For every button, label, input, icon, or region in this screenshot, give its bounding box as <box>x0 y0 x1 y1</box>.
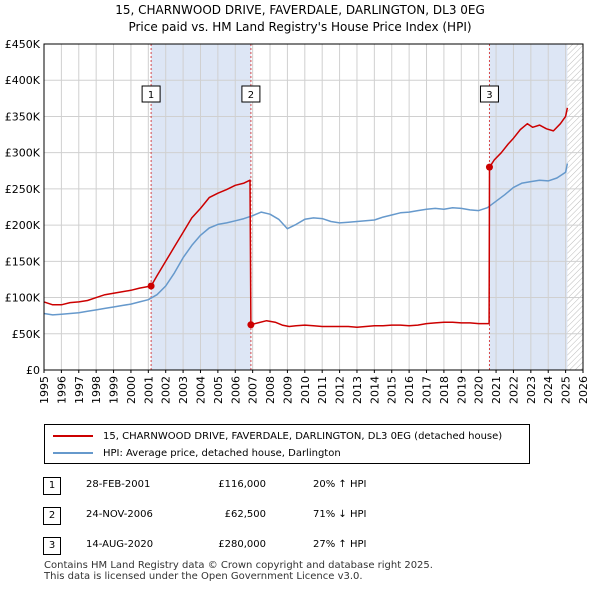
y-tick-label: £150K <box>5 255 41 268</box>
x-tick-label: 1999 <box>108 376 121 404</box>
x-tick-label: 2000 <box>125 376 138 404</box>
legend-label-property: 15, CHARNWOOD DRIVE, FAVERDALE, DARLINGT… <box>103 430 503 442</box>
sale-number-box: 3 <box>479 85 499 103</box>
footer-copyright: Contains HM Land Registry data © Crown c… <box>44 560 433 571</box>
sale-date: 28-FEB-2001 <box>86 479 151 490</box>
table-row: 3 14-AUG-2020 £280,000 27% ↑ HPI <box>0 537 600 555</box>
sale-number-box-frame <box>479 85 499 103</box>
legend-label-hpi: HPI: Average price, detached house, Darl… <box>103 447 341 459</box>
shaded-period <box>489 44 568 370</box>
legend: 15, CHARNWOOD DRIVE, FAVERDALE, DARLINGT… <box>44 424 530 464</box>
y-tick-label: £50K <box>12 328 41 341</box>
y-tick-label: £100K <box>5 292 41 305</box>
x-tick-label: 2026 <box>577 376 590 404</box>
sale-marker-box: 3 <box>43 537 61 555</box>
y-tick-label: £400K <box>5 74 41 87</box>
sale-price: £62,500 <box>224 509 266 520</box>
sale-points <box>147 163 493 329</box>
x-tick-label: 2024 <box>542 376 555 404</box>
y-tick-label: £350K <box>5 110 41 123</box>
sale-hpi-change: 20% ↑ HPI <box>313 479 367 490</box>
legend-item-hpi: HPI: Average price, detached house, Darl… <box>53 445 341 461</box>
sale-number-label: 3 <box>486 90 492 101</box>
y-tick-label: £0 <box>26 364 40 377</box>
sale-price: £280,000 <box>218 539 266 550</box>
sale-number-box-frame <box>141 85 161 103</box>
x-tick-label: 2010 <box>299 376 312 404</box>
x-tick-label: 2001 <box>142 376 155 404</box>
legend-swatch-red <box>53 435 93 437</box>
axes: £0 £50K £100K £150K £200K £250K £300K £350K £400… <box>5 38 590 404</box>
sale-date: 24-NOV-2006 <box>86 509 153 520</box>
x-tick-label: 1998 <box>90 376 103 404</box>
chart-title: 15, CHARNWOOD DRIVE, FAVERDALE, DARLINGT… <box>115 3 485 17</box>
y-tick-label: £300K <box>5 147 41 160</box>
x-tick-label: 2014 <box>368 376 381 404</box>
x-tick-label: 2009 <box>281 376 294 404</box>
sale-number-box: 1 <box>141 85 161 103</box>
plot-frame <box>43 43 584 371</box>
sale-date: 14-AUG-2020 <box>86 539 154 550</box>
x-tick-label: 1996 <box>55 376 68 404</box>
x-tick-label: 2018 <box>438 376 451 404</box>
sale-hpi-change: 27% ↑ HPI <box>313 539 367 550</box>
x-tick-label: 2022 <box>507 376 520 404</box>
series-lines <box>43 107 569 329</box>
x-tick-label: 1997 <box>73 376 86 404</box>
y-tick-label: £250K <box>5 183 41 196</box>
x-tick-label: 2003 <box>177 376 190 404</box>
sale-price: £116,000 <box>218 479 266 490</box>
footer-license: This data is licensed under the Open Gov… <box>44 571 363 582</box>
forecast-hatch <box>567 44 583 370</box>
x-tick-label: 2002 <box>160 376 173 404</box>
y-tick-label: £450K <box>5 38 41 51</box>
x-tick-label: 2008 <box>264 376 277 404</box>
x-tick-label: 2013 <box>351 376 364 404</box>
chart-subtitle: Price paid vs. HM Land Registry's House … <box>128 20 472 34</box>
sale-point <box>485 163 493 171</box>
sale-hpi-change: 71% ↓ HPI <box>313 509 367 520</box>
x-tick-label: 2025 <box>560 376 573 404</box>
x-tick-label: 2019 <box>455 376 468 404</box>
footer: Contains HM Land Registry data © Crown c… <box>44 560 433 582</box>
sale-number-box-frame <box>241 85 261 103</box>
x-tick-label: 1995 <box>38 376 51 404</box>
x-tick-label: 2011 <box>316 376 329 404</box>
table-row: 1 28-FEB-2001 £116,000 20% ↑ HPI <box>0 477 600 495</box>
sale-number-label: 2 <box>248 90 254 101</box>
y-tick-label: £200K <box>5 219 41 232</box>
series-line-property <box>43 107 569 329</box>
sale-number-box: 2 <box>241 85 261 103</box>
x-tick-label: 2021 <box>490 376 503 404</box>
x-tick-label: 2015 <box>386 376 399 404</box>
sale-point <box>147 282 155 290</box>
x-tick-label: 2023 <box>525 376 538 404</box>
legend-swatch-blue <box>53 452 93 454</box>
x-tick-label: 2012 <box>334 376 347 404</box>
x-tick-label: 2016 <box>403 376 416 404</box>
sale-marker-box: 1 <box>43 477 61 495</box>
x-tick-label: 2004 <box>194 376 207 404</box>
x-tick-label: 2006 <box>229 376 242 404</box>
series-line-hpi <box>43 163 569 316</box>
x-tick-label: 2020 <box>473 376 486 404</box>
shaded-periods <box>44 44 583 370</box>
gridlines <box>43 43 584 371</box>
table-row: 2 24-NOV-2006 £62,500 71% ↓ HPI <box>0 507 600 525</box>
sale-point <box>247 321 255 329</box>
x-tick-label: 2007 <box>247 376 260 404</box>
legend-item-property: 15, CHARNWOOD DRIVE, FAVERDALE, DARLINGT… <box>53 428 502 444</box>
x-tick-label: 2017 <box>421 376 434 404</box>
x-tick-label: 2005 <box>212 376 225 404</box>
price-chart: 1 2 3 £0 £50K £100K £150K £200K £250K £300K £350K… <box>5 38 590 404</box>
sale-number-boxes: 1 2 3 <box>141 85 499 103</box>
sale-marker-box: 2 <box>43 507 61 525</box>
sale-number-label: 1 <box>148 90 154 101</box>
